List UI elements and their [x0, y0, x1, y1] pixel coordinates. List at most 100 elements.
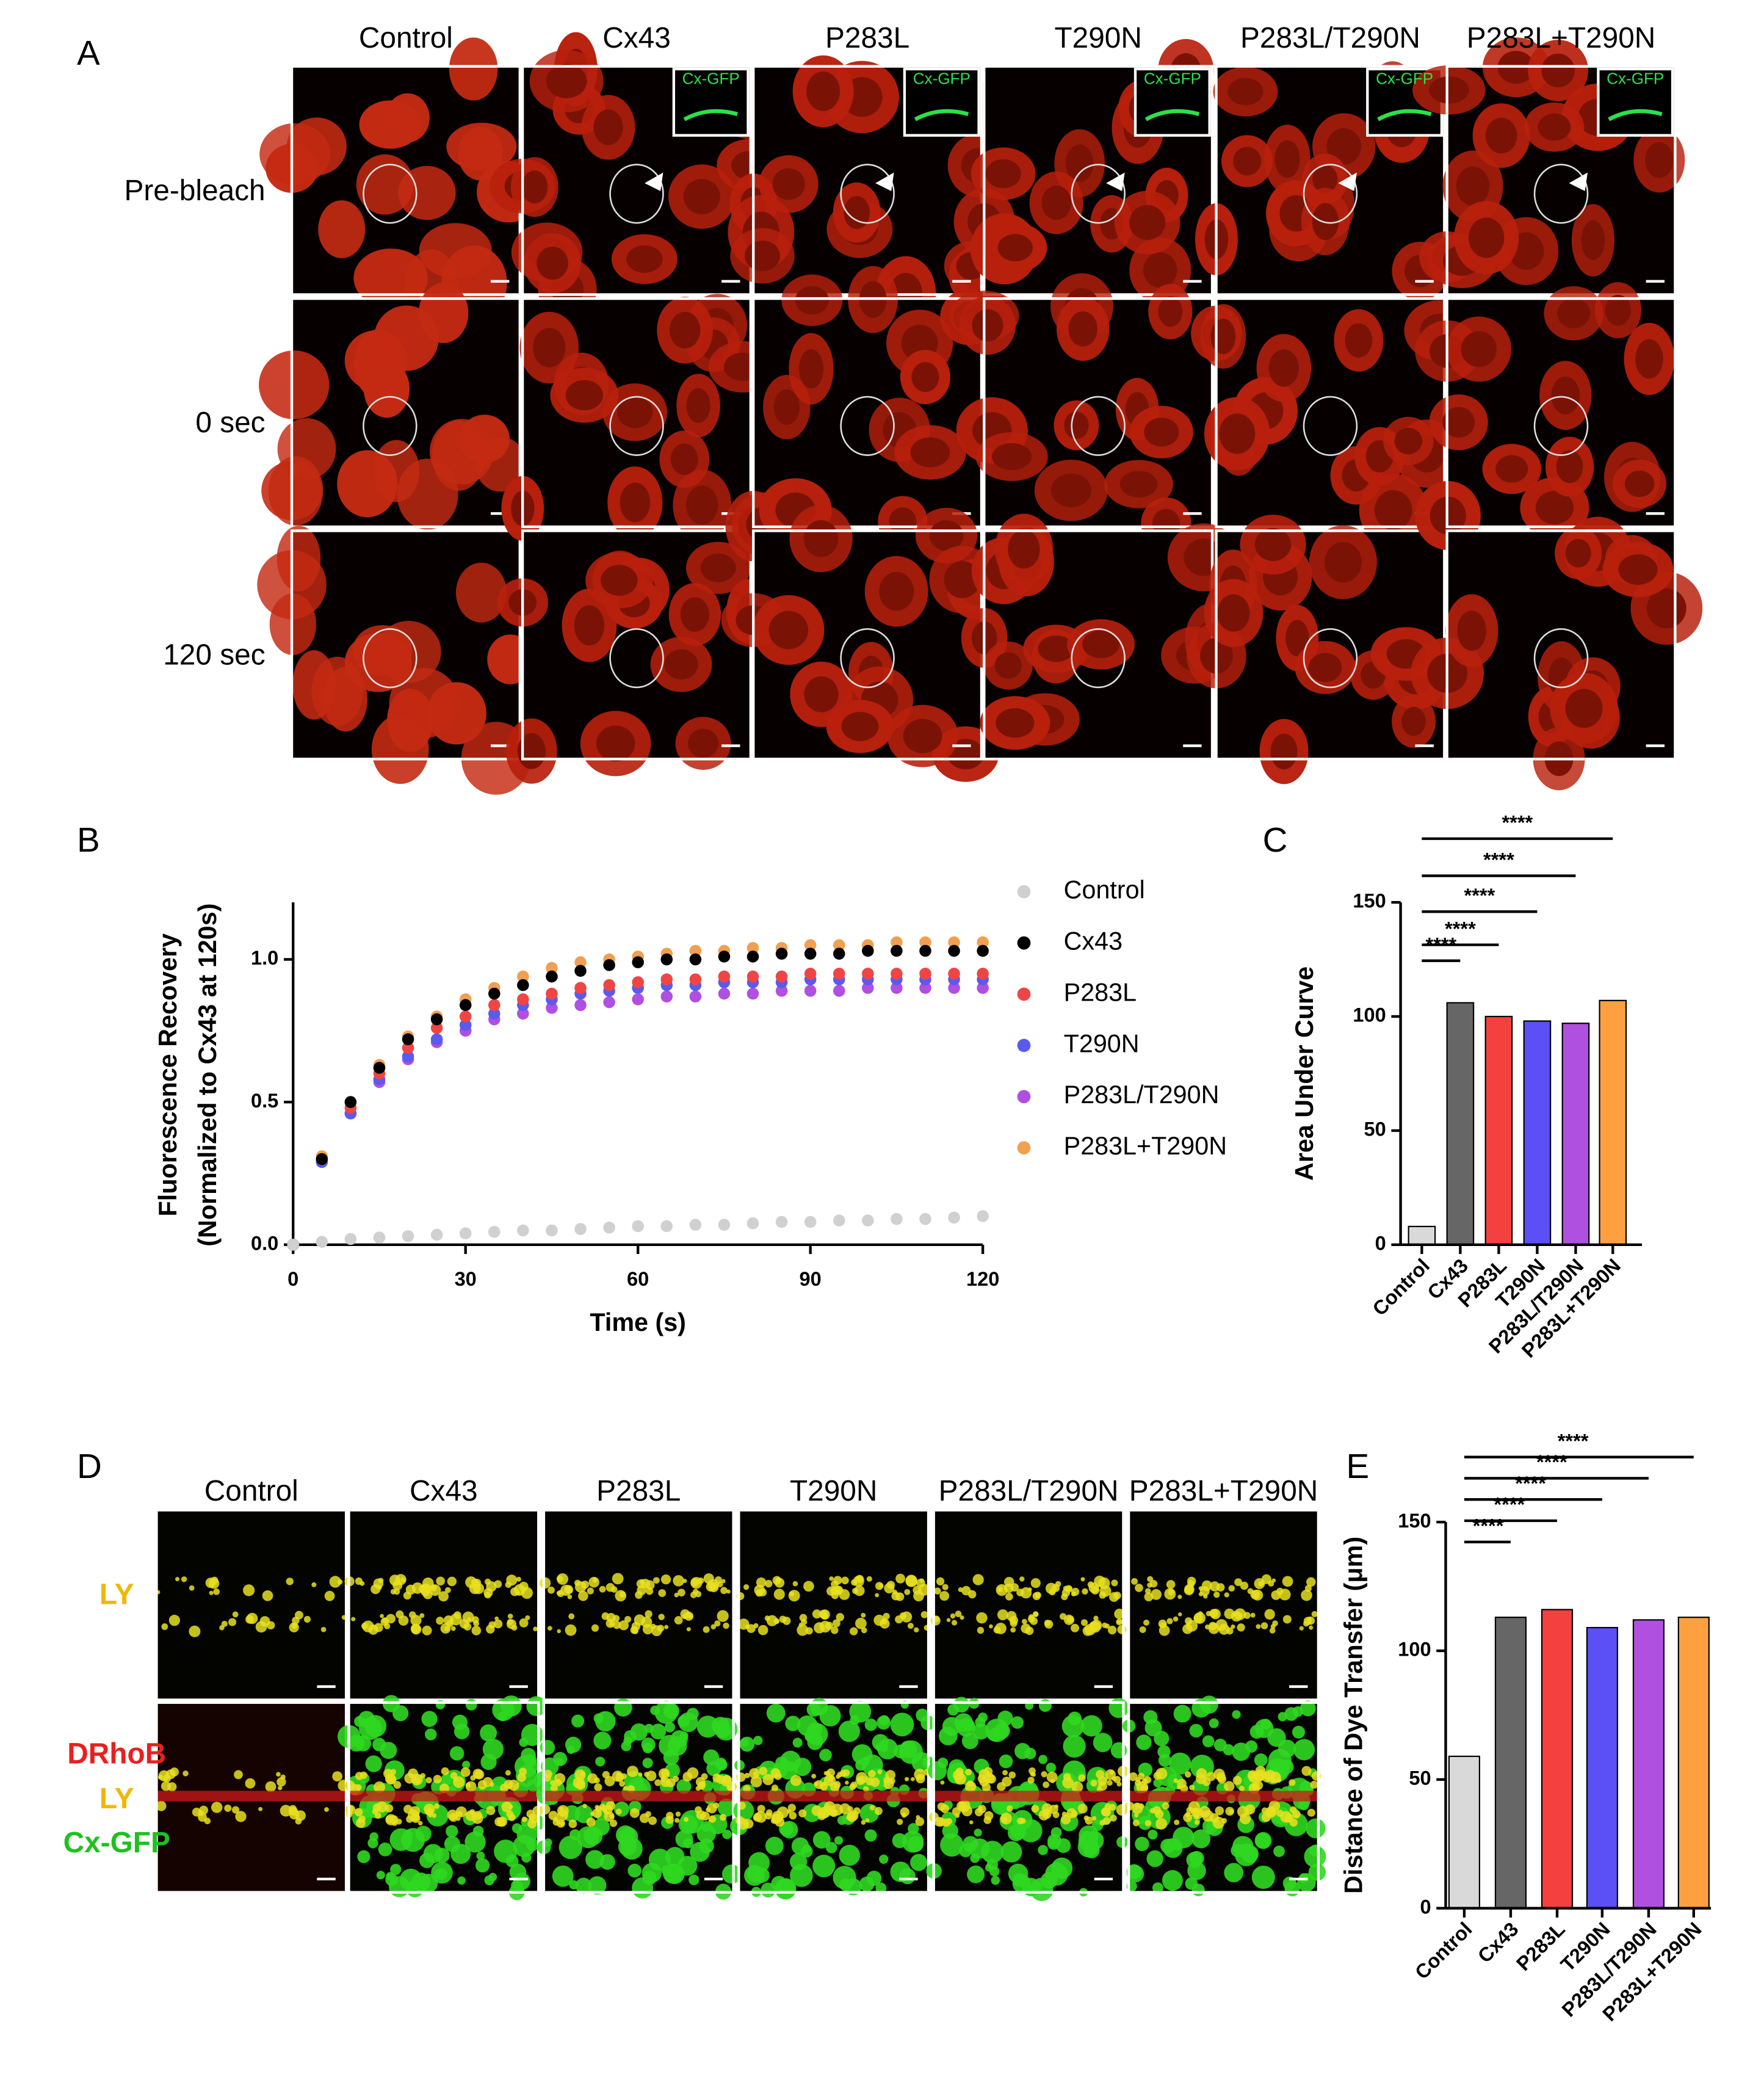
image-tile	[961, 513, 1240, 761]
gfp-spot	[464, 1831, 486, 1853]
gfp-spot	[1033, 1882, 1043, 1891]
ly-spot	[849, 1783, 856, 1791]
ly-spot	[1194, 1819, 1199, 1825]
nucleus	[1065, 144, 1094, 183]
data-point	[718, 987, 731, 1000]
gfp-spot	[1169, 1752, 1191, 1775]
gfp-spot	[999, 1754, 1013, 1769]
ly-spot	[1215, 1619, 1227, 1631]
ly-spot	[907, 1623, 914, 1629]
ly-spot	[936, 1817, 946, 1827]
ly-spot	[657, 1625, 665, 1632]
ly-spot	[373, 1578, 384, 1589]
ly-spot	[258, 1806, 263, 1811]
gfp-spot	[939, 1726, 958, 1745]
gfp-spot	[1038, 1755, 1048, 1764]
nucleus	[686, 388, 710, 423]
data-point	[430, 1021, 443, 1034]
data-point	[948, 982, 960, 994]
ly-spot	[266, 1621, 275, 1629]
ly-spot	[942, 1584, 949, 1590]
ly-spot	[1276, 1587, 1284, 1595]
image-tile	[344, 1509, 540, 1701]
data-point	[775, 970, 788, 983]
ly-spot	[913, 1590, 924, 1602]
tile-bg	[349, 1510, 539, 1700]
data-point	[689, 1219, 702, 1231]
gfp-spot	[792, 1737, 803, 1748]
gfp-spot	[480, 1753, 497, 1770]
ly-spot	[506, 1810, 514, 1818]
data-point	[488, 1226, 501, 1238]
ly-spot	[703, 1626, 710, 1633]
ly-spot	[157, 1775, 163, 1780]
gfp-spot	[1085, 1831, 1104, 1850]
ly-spot	[1306, 1616, 1315, 1625]
nucleus	[768, 610, 809, 650]
gfp-spot	[444, 1836, 460, 1852]
data-point	[402, 1042, 414, 1054]
ly-spot	[665, 1816, 674, 1824]
ly-spot	[849, 1627, 858, 1636]
gfp-spot	[753, 1736, 763, 1745]
gfp-spot	[1153, 1778, 1162, 1788]
ly-spot	[940, 1804, 950, 1813]
data-point	[862, 968, 874, 980]
ly-spot	[360, 1771, 367, 1779]
data-point	[517, 970, 529, 983]
ly-spot	[1177, 1612, 1182, 1617]
ly-spot	[1202, 1777, 1211, 1786]
nucleus	[1456, 166, 1490, 206]
data-point	[746, 970, 759, 983]
ly-spot	[507, 1618, 513, 1626]
nucleus	[772, 168, 805, 200]
ly-spot	[1183, 1813, 1193, 1822]
roi	[840, 164, 895, 224]
significance-label: ****	[1464, 884, 1495, 907]
gfp-spot	[775, 1878, 796, 1899]
image-tile	[1412, 37, 1685, 296]
ly-spot	[1203, 1594, 1208, 1599]
ly-spot	[462, 1611, 474, 1623]
ly-spot	[517, 1773, 526, 1782]
gfp-spot	[513, 1835, 535, 1857]
ly-spot	[436, 1576, 445, 1586]
ly-spot	[567, 1594, 573, 1599]
nucleus	[664, 649, 698, 680]
ly-spot	[1153, 1772, 1162, 1780]
ly-spot	[493, 1619, 503, 1629]
gfp-spot	[390, 1864, 402, 1875]
ly-spot	[905, 1575, 917, 1587]
nucleus	[1457, 610, 1486, 651]
ly-spot	[936, 1577, 945, 1585]
ly-spot	[1265, 1806, 1277, 1818]
gfp-spot	[1260, 1719, 1271, 1730]
ly-spot	[1306, 1577, 1316, 1587]
data-point	[746, 951, 759, 963]
inset	[1597, 67, 1674, 137]
ly-spot	[1173, 1616, 1179, 1622]
ly-spot	[1284, 1813, 1294, 1823]
cell	[455, 562, 507, 623]
ly-spot	[1276, 1777, 1282, 1783]
ly-spot	[789, 1811, 797, 1820]
ly-spot	[1310, 1780, 1318, 1789]
roi	[609, 628, 664, 689]
cell	[286, 117, 347, 176]
gfp-spot	[703, 1749, 719, 1766]
data-point	[833, 939, 845, 951]
ly-spot	[895, 1573, 905, 1584]
nucleus	[1624, 470, 1655, 498]
ly-spot	[576, 1780, 586, 1790]
ly-spot	[612, 1573, 624, 1585]
nucleus	[929, 520, 964, 551]
gfp-spot	[1061, 1715, 1085, 1737]
ly-spot	[771, 1784, 779, 1792]
ly-spot	[645, 1610, 652, 1618]
data-point	[718, 951, 731, 963]
ly-spot	[278, 1786, 283, 1791]
nucleus	[1227, 78, 1263, 106]
nucleus	[1008, 529, 1040, 569]
gfp-spot	[519, 1737, 529, 1747]
ly-spot	[1229, 1809, 1234, 1814]
